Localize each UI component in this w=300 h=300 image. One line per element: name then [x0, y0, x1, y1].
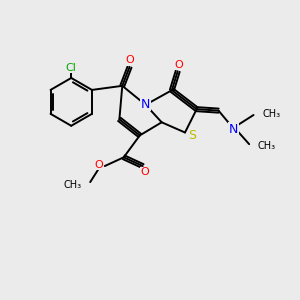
Text: O: O	[141, 167, 149, 178]
Text: CH₃: CH₃	[258, 141, 276, 151]
Text: Cl: Cl	[66, 63, 77, 73]
Text: CH₃: CH₃	[64, 180, 82, 190]
Text: N: N	[229, 123, 238, 136]
Text: O: O	[126, 56, 134, 65]
Text: S: S	[188, 130, 196, 142]
Text: N: N	[141, 98, 150, 111]
Text: O: O	[94, 160, 103, 170]
Text: CH₃: CH₃	[263, 110, 281, 119]
Text: O: O	[174, 60, 183, 70]
